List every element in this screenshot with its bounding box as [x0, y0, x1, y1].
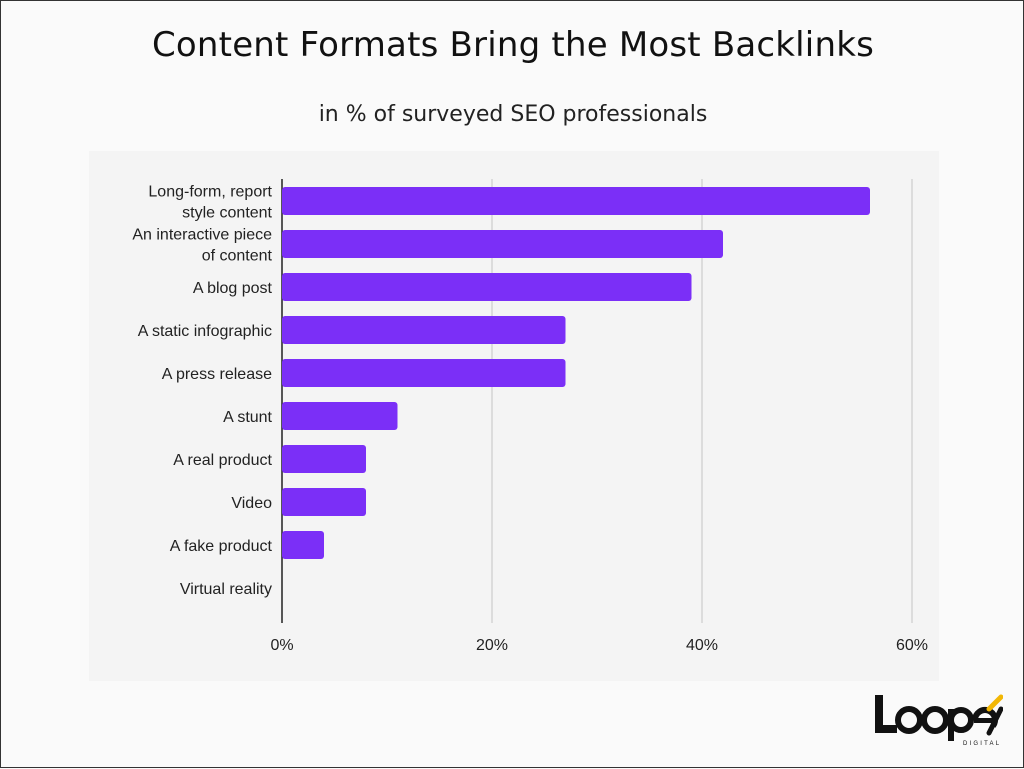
- logo-tagline: DIGITAL: [963, 741, 1001, 747]
- bar: [282, 402, 398, 430]
- category-label: of content: [202, 248, 273, 265]
- bar: [282, 230, 723, 258]
- category-label: A press release: [162, 366, 272, 383]
- bar: [282, 445, 366, 473]
- category-label: Virtual reality: [180, 581, 272, 598]
- x-tick-label: 60%: [896, 637, 928, 654]
- bar: [282, 488, 366, 516]
- category-label: A real product: [173, 452, 272, 469]
- x-tick-label: 20%: [476, 637, 508, 654]
- loopex-logo-icon: DIGITAL: [875, 694, 1004, 747]
- bar: [282, 187, 870, 215]
- bar: [282, 531, 324, 559]
- bar: [282, 316, 566, 344]
- bar: [282, 273, 692, 301]
- category-label: Video: [231, 495, 272, 512]
- category-label: A static infographic: [138, 323, 272, 340]
- category-label: A stunt: [223, 409, 272, 426]
- category-label: Long-form, report: [148, 184, 272, 201]
- category-label: style content: [182, 205, 272, 222]
- x-tick-label: 40%: [686, 637, 718, 654]
- chart-subtitle: in % of surveyed SEO professionals: [318, 102, 708, 127]
- category-label: An interactive piece: [132, 227, 272, 244]
- brand-logo: DIGITAL: [871, 689, 1004, 751]
- category-label: A fake product: [170, 538, 273, 555]
- bar: [282, 359, 566, 387]
- chart-title: Content Formats Bring the Most Backlinks: [151, 25, 875, 65]
- category-label: A blog post: [193, 280, 273, 297]
- x-tick-label: 0%: [270, 637, 293, 654]
